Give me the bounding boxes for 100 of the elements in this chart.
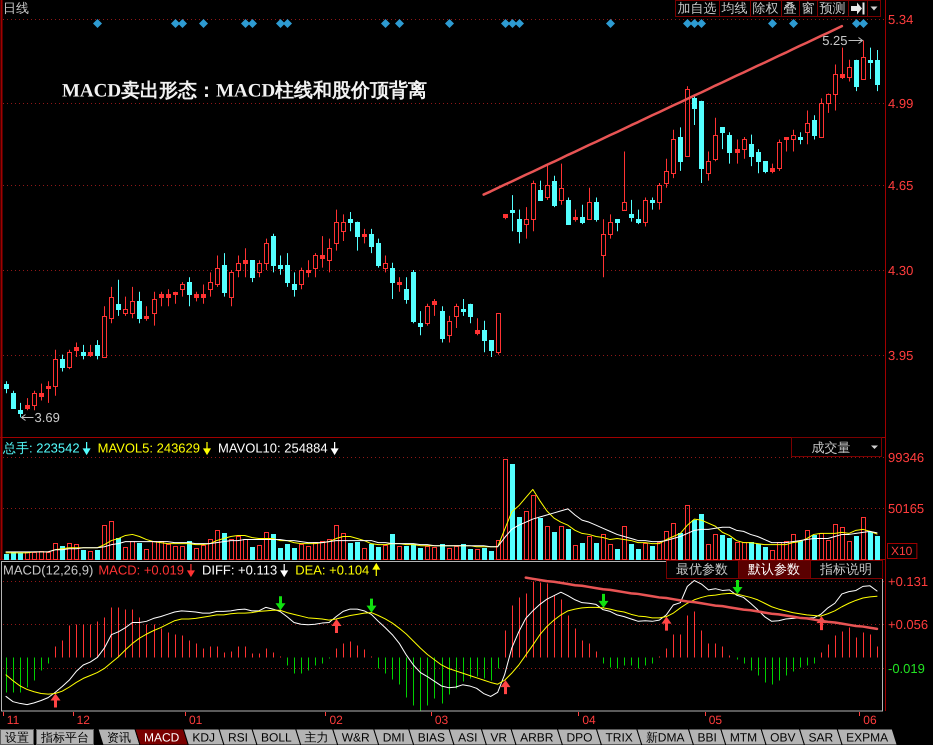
bar <box>482 548 487 560</box>
candlestick <box>468 303 473 324</box>
bar <box>608 544 613 560</box>
candlestick <box>11 390 16 409</box>
candlestick <box>650 197 655 210</box>
bar <box>432 547 437 560</box>
bar <box>236 536 241 560</box>
candlestick <box>292 272 297 298</box>
candlestick <box>496 313 501 356</box>
button: 叠 <box>781 0 800 17</box>
bar <box>854 536 859 560</box>
candlestick <box>805 110 810 145</box>
bar <box>812 535 817 560</box>
bar <box>559 526 564 560</box>
bar <box>285 544 290 560</box>
candlestick <box>559 163 564 206</box>
candlestick <box>826 93 831 114</box>
candlestick <box>116 279 121 316</box>
bar <box>531 495 536 560</box>
bar <box>88 551 93 560</box>
candlestick <box>334 209 339 252</box>
candlestick <box>229 270 234 307</box>
bar <box>4 554 9 560</box>
candlestick <box>67 349 72 370</box>
bar <box>74 544 79 560</box>
legend-label: DIFF: +0.113 <box>202 562 278 578</box>
bar <box>447 548 452 560</box>
candlestick <box>285 252 290 288</box>
candlestick <box>390 262 395 300</box>
dropdown: 成交量 <box>791 437 882 457</box>
candlestick <box>727 132 732 164</box>
candlestick <box>180 282 185 298</box>
bar <box>517 517 522 560</box>
bar <box>615 549 620 560</box>
bar <box>629 544 634 560</box>
bar <box>713 534 718 560</box>
y-tick-label: 3.95 <box>888 348 914 363</box>
candlestick <box>538 180 543 201</box>
candlestick <box>692 96 697 126</box>
candlestick <box>510 194 515 232</box>
candlestick <box>173 291 178 304</box>
line-series <box>6 488 878 554</box>
x-tick-label: 02 <box>329 713 344 727</box>
annotation: 叠 <box>784 0 796 16</box>
annotation: 预测 <box>820 0 846 16</box>
y-tick-label: -0.019 <box>888 661 925 676</box>
candlestick <box>102 306 107 358</box>
x-tick-label: 12 <box>76 713 90 727</box>
candlestick <box>208 272 213 298</box>
candlestick <box>777 139 782 172</box>
button: 默认参数 <box>738 560 811 579</box>
candlestick <box>489 340 494 358</box>
button: 设置 <box>0 729 34 745</box>
annotation: 日线 <box>3 0 29 16</box>
candlestick <box>524 206 529 240</box>
bar <box>53 543 58 560</box>
candlestick <box>271 233 276 273</box>
y-tick-label: 4.99 <box>888 96 914 111</box>
bar <box>264 532 269 560</box>
y-tick-label: 99346 <box>888 450 924 465</box>
bar <box>657 542 662 560</box>
bar <box>271 534 276 560</box>
bar <box>109 521 114 560</box>
candlestick <box>327 238 332 273</box>
candlestick <box>664 158 669 188</box>
bar <box>341 533 346 560</box>
bar <box>798 541 803 560</box>
annotation: 默认参数 <box>747 562 800 576</box>
bar <box>580 543 585 560</box>
candlestick <box>763 160 768 174</box>
candlestick <box>187 276 192 307</box>
candlestick <box>636 209 641 225</box>
bar <box>299 544 304 560</box>
bar <box>313 542 318 560</box>
bar <box>833 524 838 560</box>
bar <box>180 546 185 560</box>
text: MACD卖出形态：MACD柱线和股价顶背离 <box>62 80 428 102</box>
line-series <box>524 576 878 630</box>
bar <box>510 464 515 560</box>
bar <box>194 548 199 560</box>
candlestick <box>18 402 23 418</box>
candlestick <box>278 255 283 276</box>
bar <box>390 534 395 560</box>
bar <box>587 536 592 560</box>
bar <box>159 541 164 560</box>
candlestick <box>447 315 452 343</box>
candlestick <box>819 98 824 138</box>
line-series <box>6 580 878 706</box>
bar <box>720 535 725 560</box>
candlestick <box>847 59 852 82</box>
candlestick <box>123 296 128 316</box>
legend-label: 总手: 223542 <box>2 440 80 456</box>
bar <box>749 542 754 560</box>
bar <box>348 543 353 560</box>
candlestick <box>264 238 269 270</box>
bar <box>601 534 606 560</box>
x-tick-label: 11 <box>6 713 20 727</box>
y-tick-label: 5.34 <box>888 12 914 27</box>
candlestick <box>720 126 725 150</box>
candlestick <box>236 255 241 278</box>
